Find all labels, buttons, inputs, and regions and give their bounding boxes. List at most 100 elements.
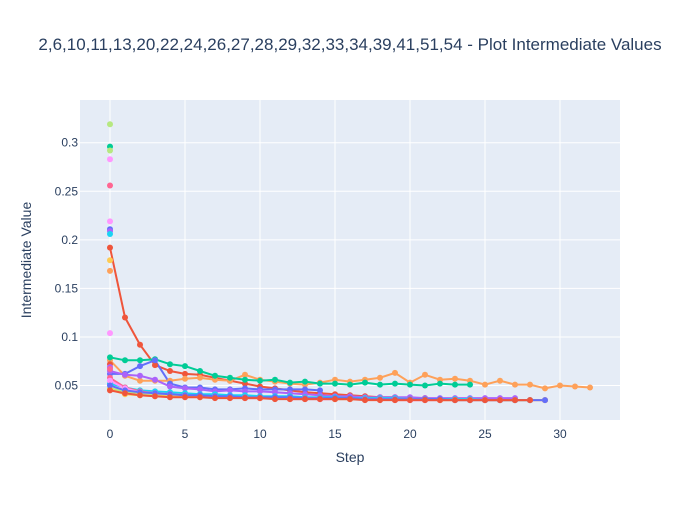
data-point — [287, 379, 293, 386]
data-point — [302, 396, 308, 403]
data-point — [272, 396, 278, 403]
data-point — [287, 396, 293, 403]
data-point — [347, 396, 353, 403]
data-point — [107, 382, 113, 389]
data-point — [392, 369, 398, 376]
data-point — [152, 357, 158, 364]
data-point — [422, 397, 428, 404]
data-point — [362, 379, 368, 386]
data-point — [527, 397, 533, 404]
data-point — [152, 393, 158, 400]
data-point — [482, 397, 488, 404]
data-point — [197, 374, 203, 381]
data-point — [257, 377, 263, 384]
data-point — [182, 370, 188, 377]
data-point — [122, 357, 128, 364]
initial-point — [107, 231, 113, 237]
data-point — [392, 380, 398, 387]
data-point — [122, 314, 128, 321]
data-point — [137, 392, 143, 399]
y-tick-label: 0.05 — [55, 379, 79, 393]
data-point — [467, 397, 473, 404]
data-point — [362, 397, 368, 404]
data-point — [227, 374, 233, 381]
data-point — [167, 394, 173, 401]
data-point — [332, 380, 338, 387]
initial-point — [107, 330, 113, 337]
data-point — [137, 341, 143, 348]
data-point — [227, 395, 233, 402]
data-point — [377, 381, 383, 388]
data-point — [467, 381, 473, 388]
data-point — [107, 387, 113, 394]
initial-point — [107, 182, 113, 189]
data-point — [242, 395, 248, 402]
data-point — [347, 381, 353, 388]
data-point — [392, 397, 398, 404]
data-point — [197, 386, 203, 393]
data-point — [137, 372, 143, 379]
data-point — [182, 363, 188, 370]
y-tick-label: 0.25 — [55, 184, 79, 198]
data-point — [587, 384, 593, 391]
data-point — [407, 397, 413, 404]
data-point — [377, 397, 383, 404]
data-point — [137, 363, 143, 370]
data-point — [212, 372, 218, 379]
data-point — [542, 385, 548, 392]
data-point — [272, 376, 278, 383]
data-point — [167, 368, 173, 374]
data-point — [107, 354, 113, 361]
data-point — [317, 380, 323, 387]
data-point — [317, 387, 323, 394]
data-point — [452, 375, 458, 382]
y-tick-label: 0.15 — [55, 281, 79, 295]
x-tick-label: 10 — [253, 427, 267, 441]
data-point — [302, 378, 308, 385]
data-point — [167, 383, 173, 390]
data-point — [422, 382, 428, 389]
initial-point — [107, 267, 113, 274]
x-tick-label: 15 — [328, 427, 342, 441]
data-point — [257, 395, 263, 402]
initial-point — [107, 218, 113, 225]
y-tick-label: 0.1 — [61, 330, 78, 344]
data-point — [122, 371, 128, 378]
data-point — [182, 394, 188, 401]
y-axis-label: Intermediate Value — [18, 202, 34, 319]
data-point — [437, 380, 443, 387]
plot-area[interactable] — [80, 100, 620, 420]
data-point — [527, 381, 533, 388]
data-point — [257, 388, 263, 395]
data-point — [452, 381, 458, 388]
data-point — [482, 381, 488, 388]
data-point — [167, 361, 173, 368]
data-point — [557, 382, 563, 389]
data-point — [317, 396, 323, 403]
data-point — [212, 395, 218, 402]
data-point — [497, 377, 503, 384]
initial-point — [107, 121, 113, 128]
data-point — [182, 375, 188, 382]
x-axis-ticks: 0 5 10 15 20 25 30 — [107, 427, 567, 441]
initial-point — [107, 147, 113, 154]
data-point — [107, 244, 113, 251]
data-point — [182, 385, 188, 392]
y-tick-label: 0.3 — [61, 136, 78, 150]
data-point — [377, 374, 383, 381]
data-point — [122, 390, 128, 397]
data-point — [407, 381, 413, 388]
data-point — [107, 377, 113, 384]
x-tick-label: 20 — [403, 427, 417, 441]
points-layer — [107, 121, 593, 404]
data-point — [152, 362, 158, 369]
data-point — [512, 397, 518, 404]
data-point — [497, 397, 503, 404]
y-axis-ticks: 0.05 0.1 0.15 0.2 0.25 0.3 — [55, 136, 79, 393]
data-point — [152, 376, 158, 383]
x-tick-label: 5 — [182, 427, 189, 441]
data-point — [422, 371, 428, 378]
data-point — [137, 377, 143, 384]
data-point — [137, 357, 143, 364]
